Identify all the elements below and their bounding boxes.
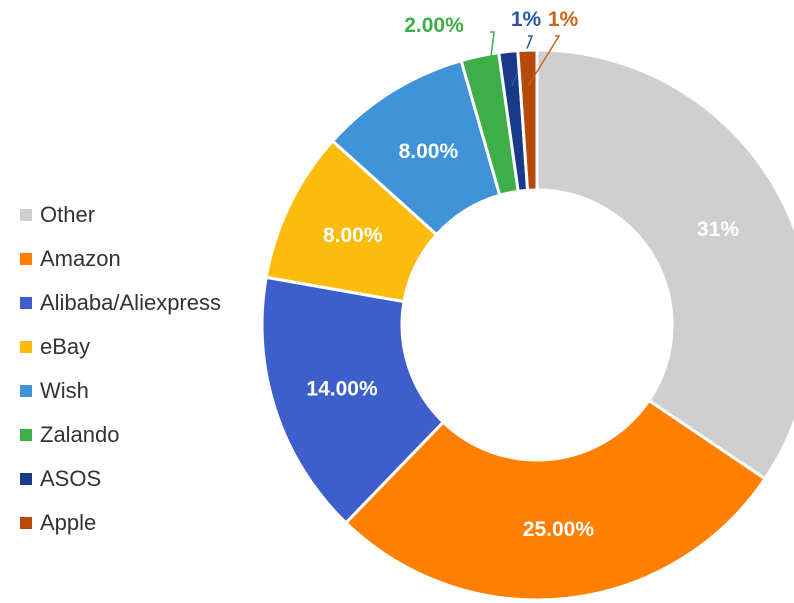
- legend-label-wish: Wish: [40, 378, 89, 403]
- slice-label-wish: 8.00%: [399, 140, 459, 163]
- legend-swatch-alibaba: [20, 297, 32, 309]
- legend-swatch-other: [20, 209, 32, 221]
- legend-item-apple: Apple: [20, 501, 300, 545]
- legend-item-zalando: Zalando: [20, 413, 300, 457]
- legend-swatch-ebay: [20, 341, 32, 353]
- legend-swatch-asos: [20, 473, 32, 485]
- legend-item-ebay: eBay: [20, 325, 300, 369]
- legend-label-ebay: eBay: [40, 334, 91, 359]
- slice-label-zalando: 2.00%: [404, 14, 464, 37]
- legend-swatch-apple: [20, 517, 32, 529]
- legend-item-wish: Wish: [20, 369, 300, 413]
- leader-line-apple: [527, 35, 561, 86]
- leader-line-zalando: [486, 31, 495, 91]
- legend-label-alibaba: Alibaba/Aliexpress: [40, 290, 221, 315]
- slice-label-asos: 1%: [511, 8, 542, 31]
- legend-label-apple: Apple: [40, 510, 97, 535]
- legend-item-alibaba: Alibaba/Aliexpress: [20, 281, 300, 325]
- legend-item-amazon: Amazon: [20, 237, 300, 281]
- slice-other: [535, 48, 794, 481]
- legend-swatch-wish: [20, 385, 32, 397]
- slice-label-other: 31%: [697, 218, 739, 241]
- chart-legend: Other Amazon Alibaba/Aliexpress eBay Wis…: [20, 193, 300, 545]
- legend-swatch-zalando: [20, 429, 32, 441]
- legend-item-asos: ASOS: [20, 457, 300, 501]
- slice-apple: [516, 48, 539, 192]
- slice-label-ebay: 8.00%: [323, 224, 383, 247]
- slice-amazon: [343, 398, 768, 602]
- slice-label-alibaba-aliexpress: 14.00%: [306, 377, 378, 400]
- slice-label-apple: 1%: [548, 8, 579, 31]
- legend-label-other: Other: [40, 202, 96, 227]
- slice-alibaba-aliexpress: [260, 275, 446, 525]
- legend-label-asos: ASOS: [40, 466, 102, 491]
- legend-label-zalando: Zalando: [40, 422, 120, 447]
- legend-label-amazon: Amazon: [40, 246, 121, 271]
- legend-item-other: Other: [20, 193, 300, 237]
- legend-swatch-amazon: [20, 253, 32, 265]
- slice-label-amazon: 25.00%: [523, 518, 595, 541]
